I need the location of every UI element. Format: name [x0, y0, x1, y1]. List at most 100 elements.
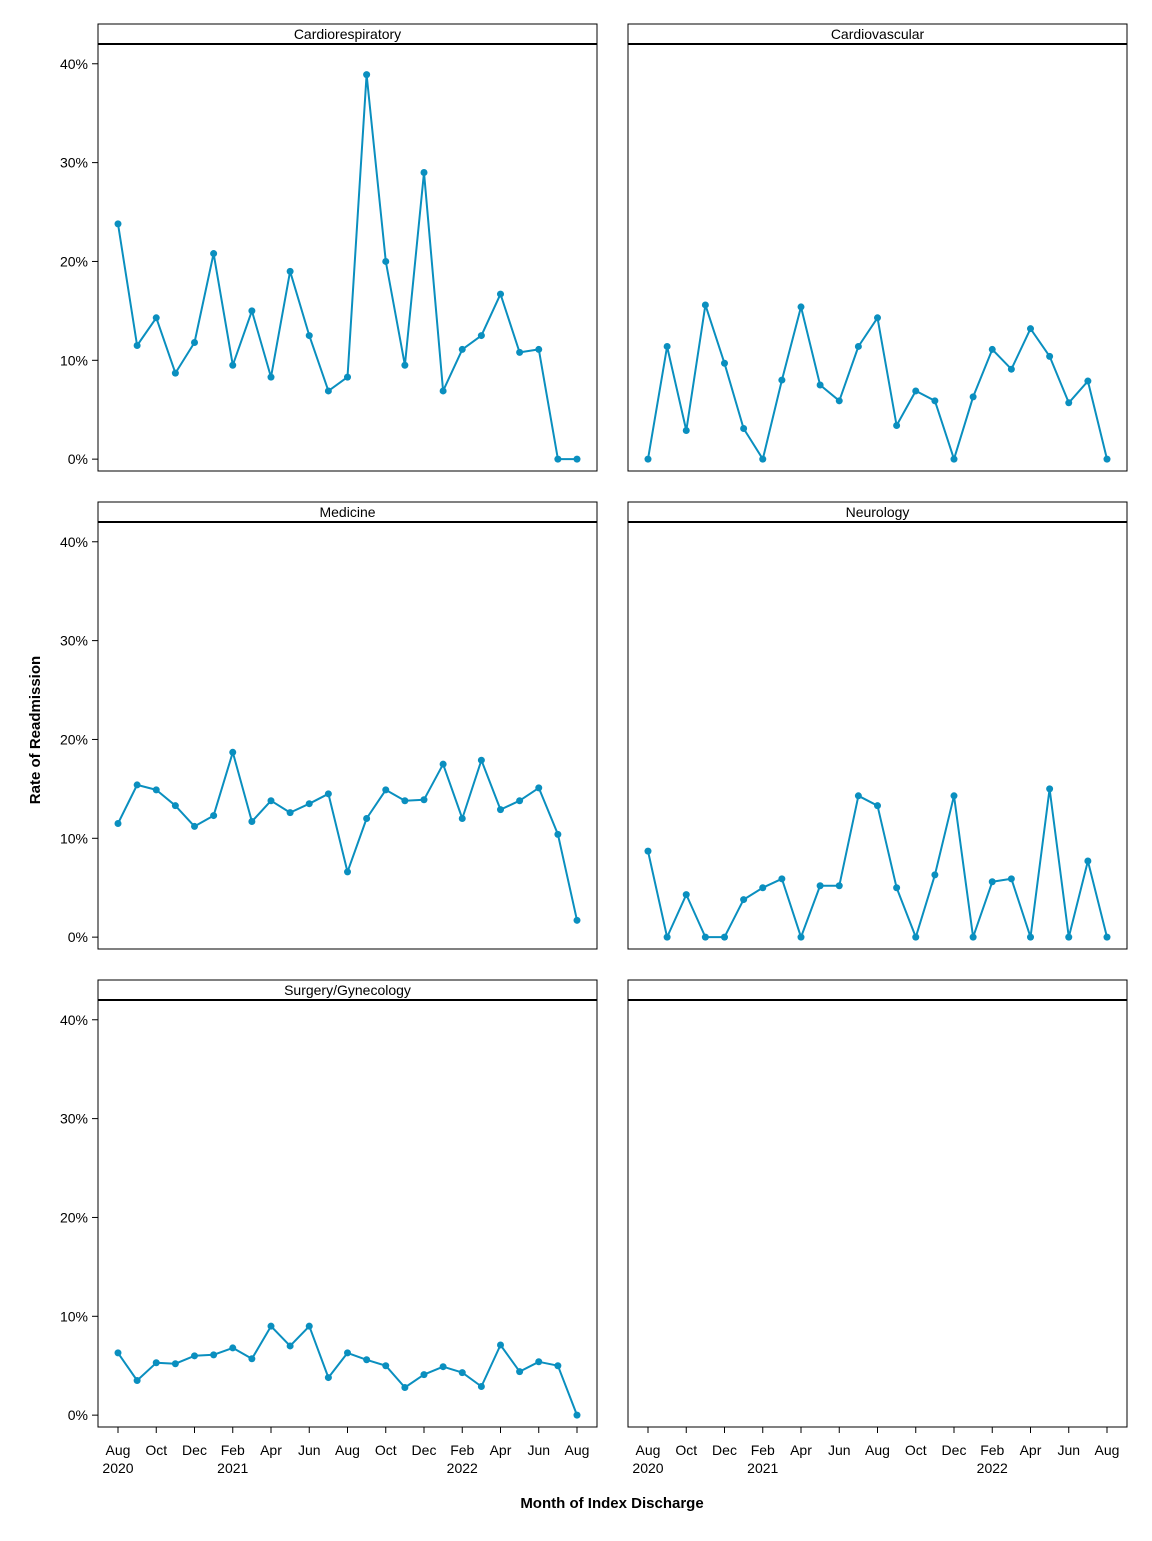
y-tick-label: 20%: [60, 1209, 88, 1225]
data-point: [324, 387, 332, 395]
data-point: [1103, 933, 1111, 941]
data-point: [535, 784, 543, 792]
data-point: [133, 781, 141, 789]
y-tick-label: 0%: [68, 929, 88, 945]
data-point: [114, 220, 122, 228]
x-tick-label: Jun: [828, 1442, 851, 1458]
data-point: [682, 891, 690, 899]
data-point: [114, 819, 122, 827]
x-tick-year: 2021: [217, 1460, 248, 1476]
data-point: [171, 1360, 179, 1368]
data-point: [854, 342, 862, 350]
data-point: [305, 800, 313, 808]
panel-title: Cardiorespiratory: [294, 26, 401, 42]
data-point: [1007, 875, 1015, 883]
data-point: [854, 792, 862, 800]
data-point: [969, 393, 977, 401]
panel-frame: [627, 23, 1128, 472]
data-point: [267, 797, 275, 805]
data-point: [114, 1349, 122, 1357]
data-point: [210, 1351, 218, 1359]
data-point: [497, 1341, 504, 1349]
y-tick-label: 30%: [60, 155, 88, 171]
data-point: [893, 422, 901, 430]
x-tick-label: Feb: [980, 1442, 1004, 1458]
data-point: [344, 868, 351, 876]
data-point: [740, 896, 748, 904]
x-tick-label: Jun: [1057, 1442, 1080, 1458]
x-tick-label: Jun: [298, 1442, 321, 1458]
x-tick-label: Aug: [865, 1442, 890, 1458]
data-point: [682, 426, 690, 434]
data-point: [210, 250, 218, 258]
x-tick-label: Aug: [636, 1442, 661, 1458]
data-point: [477, 1382, 485, 1390]
x-tick-year: 2021: [747, 1460, 778, 1476]
data-point: [516, 797, 524, 805]
x-tick-label: Feb: [751, 1442, 775, 1458]
data-point: [835, 882, 843, 890]
x-tick-label: Apr: [260, 1442, 282, 1458]
x-tick-label: Aug: [106, 1442, 131, 1458]
data-point: [721, 359, 728, 367]
data-point: [516, 348, 524, 356]
data-point: [324, 1374, 332, 1382]
data-point: [1007, 365, 1015, 373]
data-point: [286, 267, 294, 275]
data-point: [439, 1363, 447, 1371]
x-tick-label: Feb: [221, 1442, 245, 1458]
panel-frame: [97, 979, 598, 1428]
y-tick-label: 40%: [60, 56, 88, 72]
data-point: [248, 307, 256, 315]
data-point: [874, 802, 881, 810]
data-point: [797, 933, 805, 941]
data-point: [191, 339, 198, 347]
data-point: [1065, 399, 1073, 407]
data-point: [721, 933, 728, 941]
data-point: [516, 1368, 524, 1376]
data-point: [1084, 857, 1092, 865]
data-point: [1027, 325, 1034, 333]
y-axis-title: Rate of Readmission: [27, 656, 44, 804]
data-point: [931, 871, 939, 879]
data-point: [1046, 352, 1054, 360]
data-point: [401, 797, 409, 805]
y-tick-label: 20%: [60, 731, 88, 747]
data-point: [778, 376, 786, 384]
x-tick-label: Apr: [490, 1442, 512, 1458]
x-tick-label: Oct: [905, 1442, 927, 1458]
y-tick-label: 20%: [60, 253, 88, 269]
data-point: [573, 1411, 581, 1419]
data-point: [573, 455, 581, 463]
data-point: [363, 815, 371, 823]
x-tick-label: Dec: [942, 1442, 967, 1458]
x-tick-label: Jun: [527, 1442, 550, 1458]
data-point: [191, 822, 198, 830]
data-point: [171, 802, 179, 810]
x-axis-title: Month of Index Discharge: [520, 1495, 703, 1512]
data-point: [458, 345, 466, 353]
data-point: [286, 809, 294, 817]
data-point: [439, 760, 447, 768]
y-tick-label: 30%: [60, 633, 88, 649]
y-tick-label: 40%: [60, 534, 88, 550]
data-point: [988, 878, 996, 886]
data-point: [229, 748, 237, 756]
data-point: [382, 1362, 390, 1370]
data-point: [305, 332, 313, 340]
x-tick-label: Aug: [1095, 1442, 1120, 1458]
y-tick-label: 0%: [68, 1407, 88, 1423]
data-point: [286, 1342, 294, 1350]
x-tick-year: 2022: [977, 1460, 1008, 1476]
data-point: [401, 361, 409, 369]
data-point: [969, 933, 977, 941]
y-tick-label: 40%: [60, 1012, 88, 1028]
data-point: [305, 1322, 313, 1330]
x-tick-label: Dec: [712, 1442, 737, 1458]
data-point: [912, 387, 920, 395]
data-point: [874, 314, 881, 322]
x-tick-label: Oct: [145, 1442, 167, 1458]
data-point: [458, 1369, 466, 1377]
data-point: [363, 1356, 371, 1364]
